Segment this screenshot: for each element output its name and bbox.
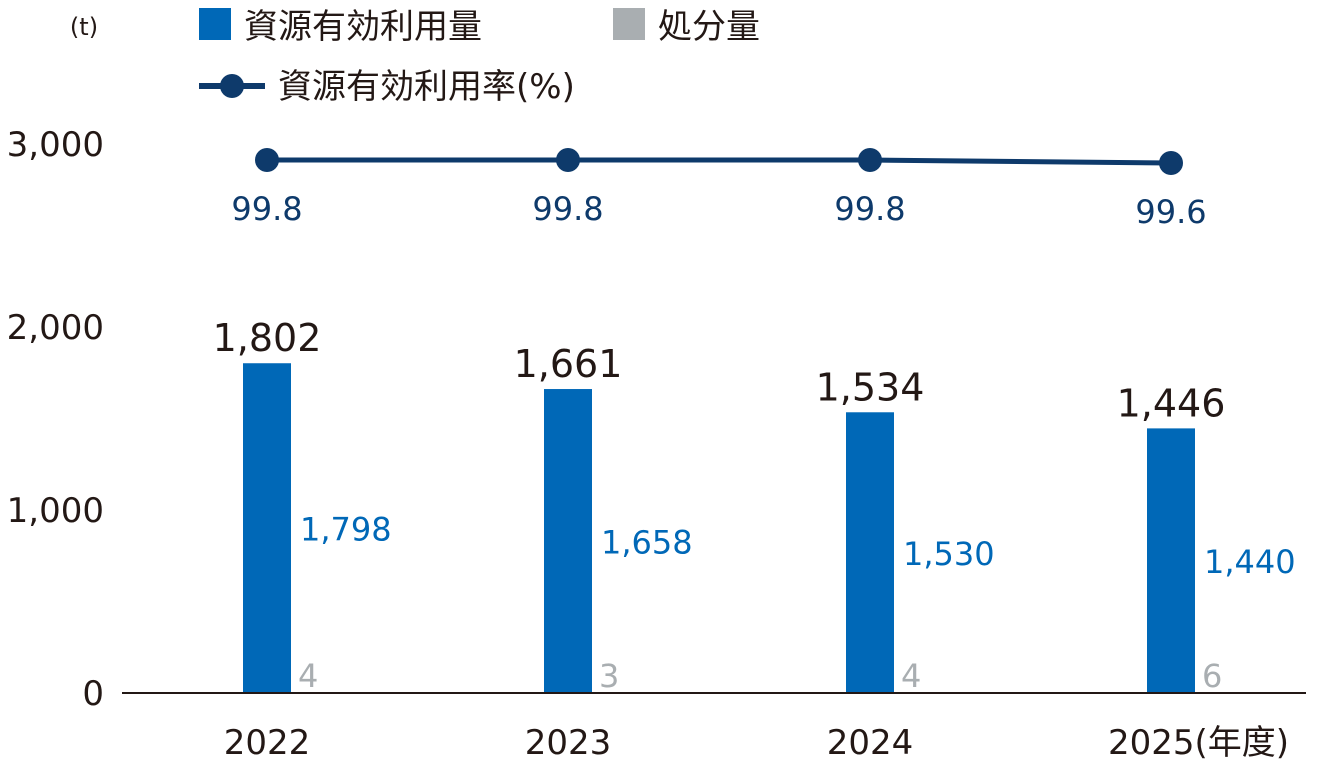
data-label-disposal: 3 [599, 657, 619, 695]
x-tick-label: 2024 [827, 723, 914, 763]
rate-point [255, 148, 279, 172]
rate-label: 99.8 [834, 190, 905, 228]
data-label-reuse: 1,798 [300, 510, 392, 548]
rate-label: 99.8 [231, 190, 302, 228]
data-label-reuse: 1,530 [903, 535, 995, 573]
rate-line-layer: 99.8 99.8 99.8 99.6 [231, 148, 1207, 231]
data-label-reuse: 1,658 [601, 523, 693, 561]
data-label-total: 1,534 [816, 365, 925, 409]
data-label-disposal: 4 [901, 657, 921, 695]
bars: 1,802 1,798 4 1,661 1,658 3 1,534 1,530 4 1,446 1,… [213, 316, 1296, 695]
legend-swatch-reuse [199, 8, 231, 40]
legend: 資源有効利用量 処分量 資源有効利用率(%) [199, 7, 760, 107]
x-tick-label: 2025(年度) [1108, 723, 1289, 763]
data-label-total: 1,446 [1117, 381, 1226, 425]
rate-point [858, 148, 882, 172]
x-tick-label: 2022 [224, 723, 311, 763]
legend-swatch-disposal [613, 8, 645, 40]
data-label-disposal: 6 [1202, 657, 1222, 695]
y-tick-label: 1,000 [7, 491, 104, 531]
legend-label-disposal: 処分量 [658, 7, 760, 47]
rate-label: 99.6 [1135, 193, 1206, 231]
x-axis: 2022 2023 2024 2025(年度) [224, 723, 1289, 763]
legend-label-reuse: 資源有効利用量 [244, 7, 482, 47]
x-tick-label: 2023 [525, 723, 612, 763]
bar-reuse [1147, 428, 1195, 693]
y-unit-label: (t) [70, 13, 98, 41]
data-label-reuse: 1,440 [1204, 543, 1296, 581]
data-label-disposal: 4 [298, 657, 318, 695]
rate-label: 99.8 [532, 190, 603, 228]
bar-reuse [243, 363, 291, 693]
y-tick-label: 2,000 [7, 308, 104, 348]
x-axis-unit-suffix: (年度) [1195, 723, 1290, 763]
data-label-total: 1,802 [213, 316, 322, 360]
rate-line [267, 157, 1172, 166]
bar-reuse [544, 389, 592, 693]
y-tick-label: 0 [82, 674, 104, 714]
legend-label-rate: 資源有効利用率(%) [278, 67, 575, 107]
legend-marker-rate [220, 74, 244, 98]
rate-point [556, 148, 580, 172]
y-axis: 0 1,000 2,000 3,000 [7, 125, 104, 714]
data-label-total: 1,661 [514, 342, 623, 386]
bar-reuse [846, 412, 894, 693]
rate-point [1159, 151, 1183, 175]
y-tick-label: 3,000 [7, 125, 104, 165]
